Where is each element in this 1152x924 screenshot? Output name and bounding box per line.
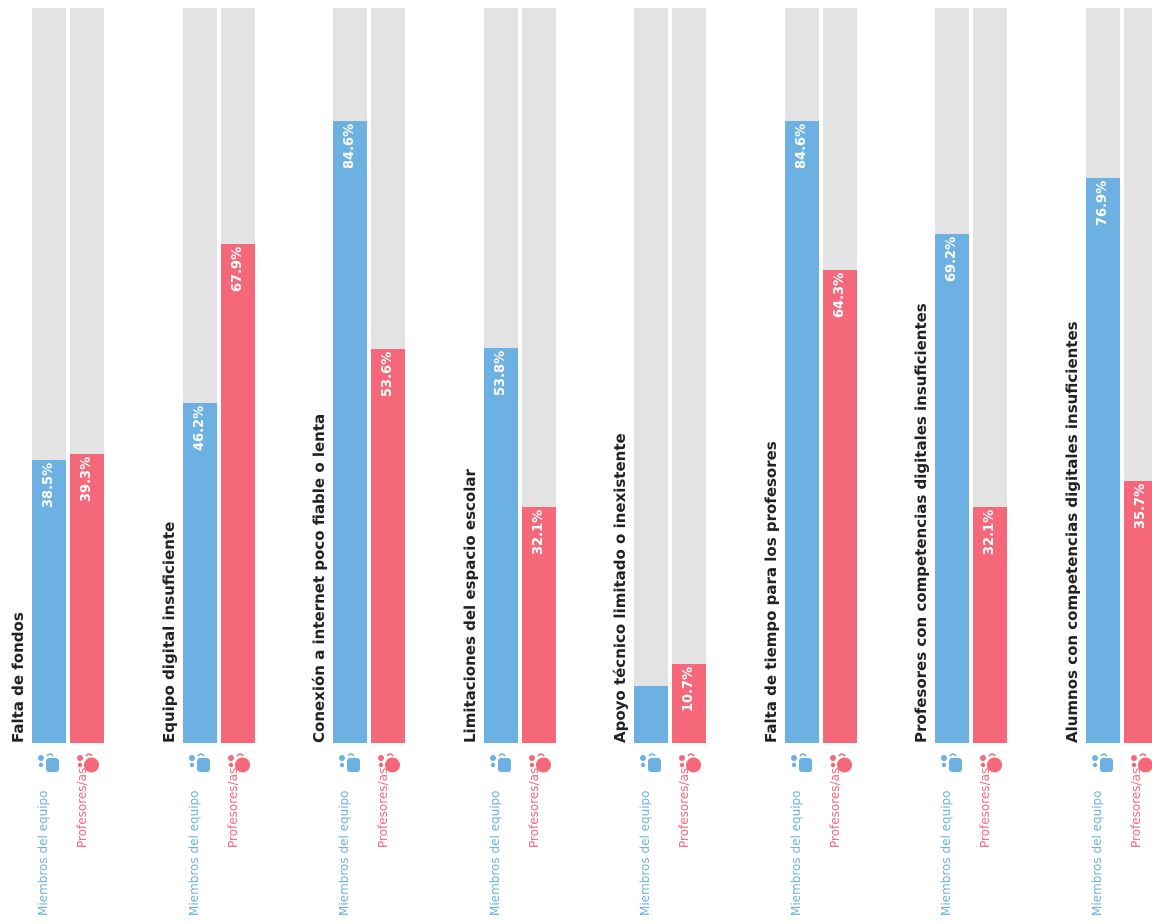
data-label: 32.1%	[982, 509, 997, 555]
legend-miembros: Miembros del equipo	[187, 790, 201, 916]
data-label: 84.6%	[794, 123, 809, 169]
legend-miembros: Miembros del equipo	[638, 790, 652, 916]
teacher-icon	[529, 753, 551, 773]
teacher-icon	[679, 753, 701, 773]
teacher-icon	[1131, 753, 1152, 773]
bar-profesores	[221, 244, 255, 743]
bar-group: 76.9% 35.7% Alumnos con competencias digit…	[1063, 0, 1152, 924]
data-label: 35.7%	[1133, 483, 1148, 529]
bar-profesores	[973, 507, 1007, 743]
track-miembros	[634, 8, 668, 743]
teacher-icon	[830, 753, 852, 773]
team-member-icon	[640, 753, 661, 772]
data-label: 84.6%	[342, 123, 357, 169]
bar-miembros	[484, 348, 518, 743]
bar-group: 84.6% 53.6% Conexión a internet poco fiabl…	[310, 0, 483, 924]
legend-profesores: Profesores/as	[978, 767, 992, 848]
data-label: 10.7%	[681, 666, 696, 712]
bar-group: 84.6% 64.3% Falta de tiempo para los profe…	[762, 0, 935, 924]
track-profesores	[672, 8, 706, 743]
legend-miembros: Miembros del equipo	[939, 790, 953, 916]
legend-profesores: Profesores/as	[677, 767, 691, 848]
legend-miembros: Miembros del equipo	[1090, 790, 1104, 916]
legend-profesores: Profesores/as	[226, 767, 240, 848]
legend-profesores: Profesores/as	[75, 767, 89, 848]
bar-group: 10.7% Apoyo técnico limitado o inexistent…	[611, 0, 784, 924]
data-label: 53.6%	[380, 351, 395, 397]
category-label: Falta de tiempo para los profesores	[762, 441, 780, 743]
teacher-icon	[980, 753, 1002, 773]
data-label: 39.3%	[79, 456, 94, 502]
bar-group: 53.8% 32.1% Limitaciones del espacio escol…	[461, 0, 634, 924]
legend-profesores: Profesores/as	[828, 767, 842, 848]
bar-miembros	[1086, 178, 1120, 743]
legend-profesores: Profesores/as	[527, 767, 541, 848]
category-label: Conexión a internet poco fiable o lenta	[310, 413, 328, 743]
team-member-icon	[1092, 753, 1113, 772]
bar-group: 38.5% 39.3% Falta de fondos Miembros del eq…	[9, 0, 182, 924]
legend-profesores: Profesores/as	[1129, 767, 1143, 848]
legend-miembros: Miembros del equipo	[789, 790, 803, 916]
bar-profesores	[672, 664, 706, 743]
data-label: 64.3%	[832, 272, 847, 318]
data-label: 32.1%	[531, 509, 546, 555]
category-label: Apoyo técnico limitado o inexistente	[611, 433, 629, 743]
data-label: 76.9%	[1095, 180, 1110, 226]
team-member-icon	[339, 753, 360, 772]
bar-miembros	[785, 121, 819, 743]
bar-miembros	[32, 460, 66, 743]
data-label: 38.5%	[41, 462, 56, 508]
bar-miembros	[935, 234, 969, 743]
data-label: 53.8%	[493, 350, 508, 396]
team-member-icon	[490, 753, 511, 772]
teacher-icon	[77, 753, 99, 773]
bar-profesores	[371, 349, 405, 743]
legend-miembros: Miembros del equipo	[488, 790, 502, 916]
bar-miembros	[183, 403, 217, 743]
teacher-icon	[228, 753, 250, 773]
category-label: Profesores con competencias digitales in…	[912, 303, 930, 743]
team-member-icon	[189, 753, 210, 772]
legend-profesores: Profesores/as	[376, 767, 390, 848]
bar-profesores	[823, 270, 857, 743]
legend-miembros: Miembros del equipo	[36, 790, 50, 916]
teacher-icon	[378, 753, 400, 773]
category-label: Limitaciones del espacio escolar	[461, 469, 479, 743]
bar-group: 46.2% 67.9% Equipo digital insuficiente Mie…	[160, 0, 333, 924]
category-label: Equipo digital insuficiente	[160, 521, 178, 743]
bar-miembros	[333, 121, 367, 743]
bar-profesores	[70, 454, 104, 743]
bar-miembros	[634, 686, 668, 743]
team-member-icon	[791, 753, 812, 772]
team-member-icon	[38, 753, 59, 772]
data-label: 67.9%	[230, 246, 245, 292]
data-label: 46.2%	[192, 405, 207, 451]
category-label: Falta de fondos	[9, 612, 27, 743]
data-label: 69.2%	[944, 236, 959, 282]
category-label: Alumnos con competencias digitales insuf…	[1063, 321, 1081, 743]
bar-group: 69.2% 32.1% Profesores con competencias di…	[912, 0, 1085, 924]
team-member-icon	[941, 753, 962, 772]
legend-miembros: Miembros del equipo	[337, 790, 351, 916]
bar-profesores	[522, 507, 556, 743]
bar-profesores	[1124, 481, 1152, 743]
